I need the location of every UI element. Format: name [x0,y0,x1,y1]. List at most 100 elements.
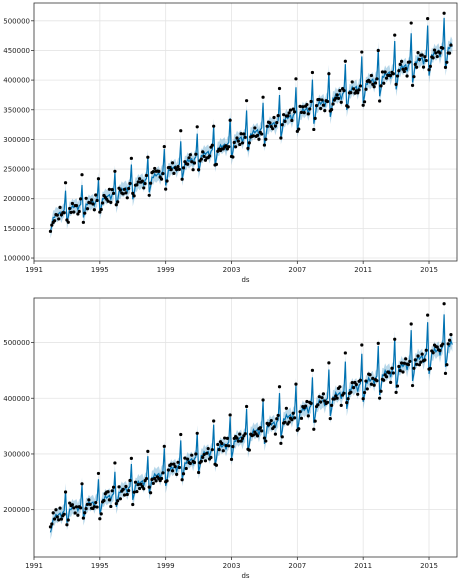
observed-point [317,97,321,102]
observed-point [319,106,323,111]
observed-point [206,446,210,451]
observed-point [372,85,376,89]
observed-point [70,201,74,206]
observed-point [113,169,117,173]
observed-point [76,513,80,517]
observed-point [148,181,153,185]
observed-point [286,114,290,118]
observed-point [264,137,268,141]
observed-point [299,416,304,420]
observed-point [275,121,279,125]
observed-point [125,196,129,200]
observed-point [427,68,431,72]
observed-point [247,141,251,145]
y-tick-label: 400000 [3,395,30,403]
observed-point [51,511,55,515]
observed-point [323,399,327,403]
observed-point [339,403,343,407]
observed-point [409,322,413,326]
observed-point [62,512,66,516]
observed-point [442,302,446,306]
observed-point [257,137,261,141]
observed-point [280,123,284,127]
observed-point [188,153,192,157]
observed-point [132,194,136,198]
observed-point [92,208,96,212]
observed-point [217,448,221,452]
x-tick-label: 2011 [354,266,372,274]
observed-point [327,72,331,76]
observed-point [345,401,349,405]
observed-point [161,471,165,475]
observed-point [72,210,76,214]
observed-point [184,466,188,471]
observed-point [336,96,341,101]
observed-point [175,472,179,476]
observed-point [159,177,164,181]
observed-point [421,65,426,69]
observed-point [224,443,228,448]
observed-point [142,487,146,491]
observed-point [221,449,225,453]
observed-point [330,107,334,112]
observed-point [80,482,84,486]
observed-point [116,200,120,204]
observed-point [110,489,114,493]
observed-point [85,502,90,506]
observed-point [362,100,367,104]
observed-point [66,220,70,224]
observed-point [183,456,187,460]
observed-point [202,452,206,457]
observed-point [338,89,342,93]
observed-point [122,187,127,191]
observed-point [394,82,398,87]
observed-point [106,490,110,494]
observed-point [77,209,81,214]
observed-point [154,479,158,483]
observed-point [121,192,125,196]
observed-point [305,399,309,404]
observed-point [314,104,319,108]
observed-point [306,414,310,418]
observed-point [350,381,354,385]
plot-frame [33,297,458,558]
observed-point [169,462,173,466]
observed-point [291,411,295,415]
x-tick-label: 1995 [91,562,109,570]
observed-point [382,378,386,382]
observed-point [397,69,401,73]
observed-point [380,70,384,74]
observed-point [303,404,308,408]
observed-point [305,102,309,107]
observed-point [404,357,408,361]
observed-point [110,188,114,192]
observed-point [177,167,181,171]
observed-point [125,492,129,497]
observed-point [251,134,256,138]
observed-point [339,100,343,104]
observed-point [190,160,194,164]
observed-point [190,453,194,457]
observed-point [416,354,420,358]
observed-point [431,56,435,60]
observed-point [162,145,166,149]
observed-point [135,183,139,187]
observed-point [114,203,118,207]
observed-point [368,373,372,377]
observed-point [449,333,453,337]
observed-point [199,459,203,463]
x-tick-label: 2015 [420,266,438,274]
observed-point [409,21,413,25]
observed-point [335,396,339,400]
observed-point [293,110,297,114]
observed-point [181,166,186,170]
observed-point [415,65,419,69]
observed-point [447,338,452,342]
observed-point [379,84,383,88]
observed-point [58,506,62,510]
observed-point [96,177,101,181]
observed-point [129,456,133,460]
observed-point [151,481,155,485]
observed-point [162,444,166,448]
